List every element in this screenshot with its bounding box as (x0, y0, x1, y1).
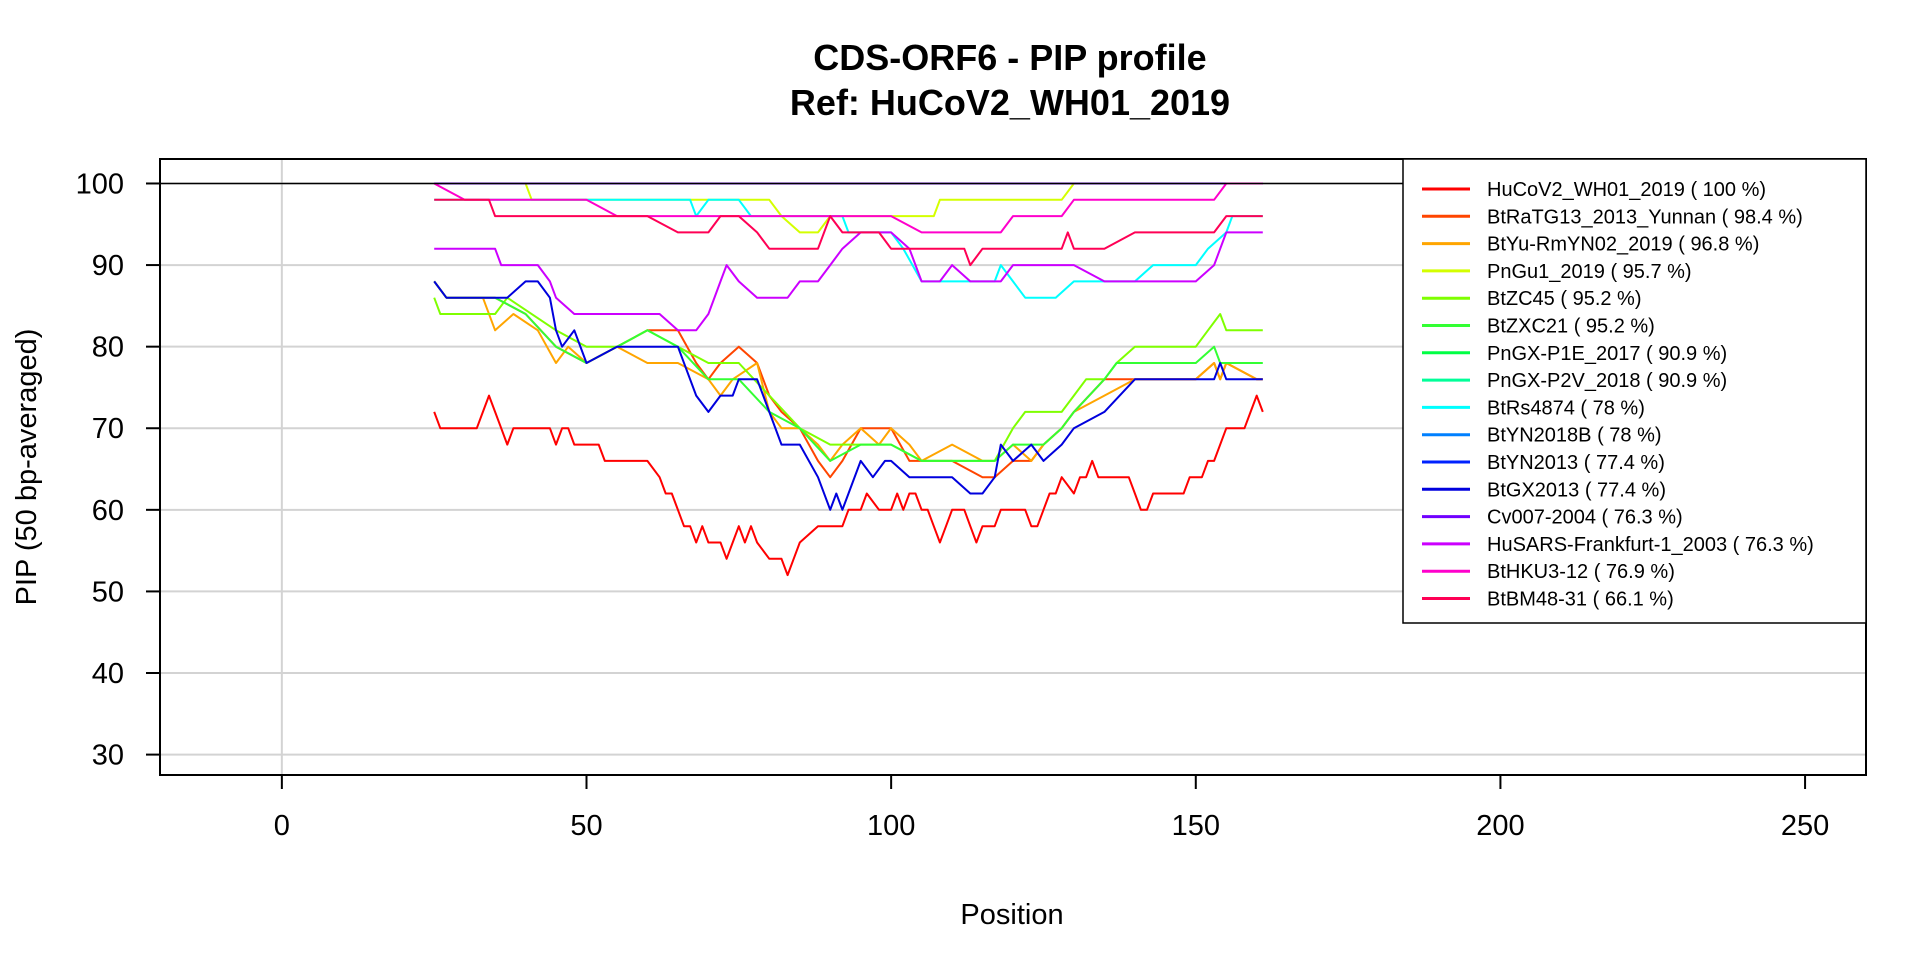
legend-label: BtRaTG13_2013_Yunnan ( 98.4 %) (1487, 206, 1803, 228)
y-tick-label: 60 (92, 495, 124, 527)
y-tick-label: 50 (92, 576, 124, 608)
x-axis-label: Position (960, 899, 1063, 931)
series-line-13 (434, 231, 1263, 332)
chart-title: CDS-ORF6 - PIP profile (813, 37, 1206, 78)
y-tick-label: 80 (92, 332, 124, 364)
series-line-5 (433, 280, 1263, 462)
legend-label: HuSARS-Frankfurt-1_2003 ( 76.3 %) (1487, 534, 1814, 556)
series-line-16 (433, 394, 1264, 577)
legend-label: BtYN2013 ( 77.4 %) (1487, 452, 1665, 474)
series-line-14 (433, 182, 1263, 234)
legend-label: PnGX-P2V_2018 ( 90.9 %) (1487, 370, 1727, 392)
y-tick-label: 30 (92, 740, 124, 772)
legend-label: BtBM48-31 ( 66.1 %) (1487, 589, 1674, 611)
x-tick-label: 250 (1781, 810, 1829, 842)
legend-label: BtZC45 ( 95.2 %) (1487, 288, 1642, 310)
chart-subtitle: Ref: HuCoV2_WH01_2019 (790, 82, 1230, 123)
series-line-2 (433, 280, 1263, 462)
y-tick-label: 90 (92, 250, 124, 282)
y-axis: 30 40 50 60 70 80 90 100 (76, 168, 160, 772)
series-line-3 (434, 182, 1263, 234)
legend-label: PnGX-P1E_2017 ( 90.9 %) (1487, 343, 1727, 365)
series-line-8 (434, 198, 1263, 299)
legend-label: BtYu-RmYN02_2019 ( 96.8 %) (1487, 234, 1759, 256)
y-tick-label: 40 (92, 658, 124, 690)
x-tick-label: 0 (274, 810, 290, 842)
x-tick-label: 200 (1476, 810, 1524, 842)
series-line-15 (434, 198, 1263, 267)
series-lines (160, 182, 1866, 577)
legend-label: PnGu1_2019 ( 95.7 %) (1487, 261, 1692, 283)
legend-label: BtRs4874 ( 78 %) (1487, 397, 1645, 419)
y-tick-label: 100 (76, 168, 124, 200)
y-axis-label: PIP (50 bp-averaged) (11, 329, 43, 606)
legend-label: BtYN2018B ( 78 %) (1487, 425, 1662, 447)
x-axis: 0 50 100 150 200 250 (274, 775, 1829, 842)
legend: HuCoV2_WH01_2019 ( 100 %) BtRaTG13_2013_Y… (1402, 158, 1867, 624)
series-line-11 (433, 280, 1263, 511)
x-tick-label: 50 (570, 810, 602, 842)
legend-label: BtGX2013 ( 77.4 %) (1487, 479, 1666, 501)
legend-label: BtZXC21 ( 95.2 %) (1487, 316, 1655, 338)
legend-label: BtHKU3-12 ( 76.9 %) (1487, 561, 1675, 583)
legend-label: Cv007-2004 ( 76.3 %) (1487, 507, 1683, 529)
legend-box (1402, 158, 1867, 624)
legend-label: HuCoV2_WH01_2019 ( 100 %) (1487, 179, 1766, 201)
x-tick-label: 100 (867, 810, 915, 842)
y-tick-label: 70 (92, 413, 124, 445)
x-tick-label: 150 (1172, 810, 1220, 842)
